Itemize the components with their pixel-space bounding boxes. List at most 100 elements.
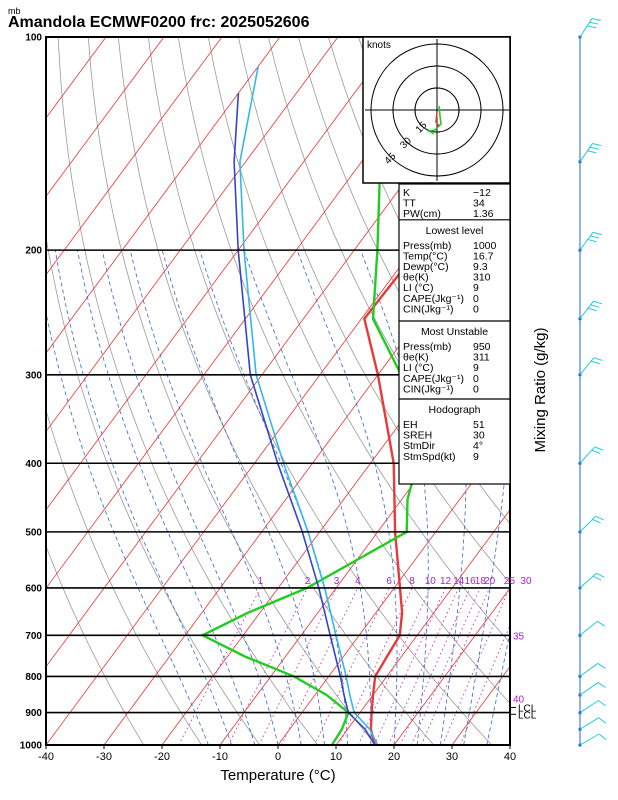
index-value: 1000 <box>473 240 497 252</box>
index-value: 0 <box>473 303 479 315</box>
mixing-ratio-line <box>374 587 446 745</box>
index-value: 34 <box>473 198 485 210</box>
index-label: CAPE(Jkg⁻¹) <box>403 293 464 305</box>
mixing-ratio-label: 6 <box>386 576 392 587</box>
pressure-tick-label: 600 <box>25 583 42 594</box>
y-axis-label: Mixing Ratio (g/kg) <box>532 327 549 452</box>
pressure-tick-label: 500 <box>25 527 42 538</box>
hodograph-unit: knots <box>367 40 391 51</box>
dry-adiabat <box>268 37 510 525</box>
wind-barb-flag <box>597 682 606 689</box>
temperature-tick-label: -20 <box>154 751 170 763</box>
index-table: K −12 TT 34 PW(cm) 1.36 Lowest level Press(mb) 1… <box>398 183 511 485</box>
wind-barb-shaft <box>579 143 593 162</box>
wind-barb-flag <box>591 18 601 21</box>
wind-barb <box>579 733 607 746</box>
index-value: 9 <box>473 362 479 374</box>
isotherm <box>46 37 281 354</box>
index-value: 4° <box>473 440 483 452</box>
chart-title: Amandola ECMWF0200 frc: 2025052606 <box>8 14 310 31</box>
index-label: Dewp(°C) <box>403 261 449 273</box>
dry-adiabat <box>46 234 261 745</box>
wind-barb-flag <box>587 307 597 312</box>
temperature-tick-label: 10 <box>330 751 342 763</box>
index-value: 1.36 <box>473 208 494 220</box>
wind-barb-flag <box>596 621 606 627</box>
mixing-ratio-label: 10 <box>425 576 437 587</box>
pressure-tick-label: 800 <box>25 672 42 683</box>
mixing-ratio-line <box>281 587 359 745</box>
dry-adiabat <box>177 37 510 704</box>
wind-barb-flag <box>598 700 607 707</box>
index-label: CIN(Jkg⁻¹) <box>403 383 453 395</box>
isotherm <box>46 37 223 276</box>
index-label: K <box>403 187 410 199</box>
isotherm <box>46 37 397 511</box>
dry-adiabat <box>207 37 510 644</box>
index-label: θe(K) <box>403 272 429 284</box>
mixing-ratio-line <box>420 587 491 745</box>
temperature-tick-label: 20 <box>388 751 400 763</box>
wind-barb <box>579 515 604 533</box>
isotherm <box>46 37 339 433</box>
wind-barb-flag <box>595 515 604 521</box>
pressure-tick-label: 1000 <box>20 741 43 752</box>
index-section-header: Hodograph <box>429 404 481 416</box>
mixing-ratio-label: 4 <box>355 576 361 587</box>
index-value: 30 <box>473 430 485 442</box>
index-value: 0 <box>473 293 479 305</box>
index-value: 16.7 <box>473 250 494 262</box>
index-value: 0 <box>473 383 479 395</box>
wind-barb <box>579 682 606 696</box>
index-value: 9 <box>473 451 479 463</box>
hodograph-trace <box>426 105 442 135</box>
index-label: SREH <box>403 430 432 442</box>
wind-barb-shaft <box>579 682 599 696</box>
mixing-ratio-line <box>387 587 460 745</box>
wind-barb <box>579 18 601 38</box>
x-axis-label: Temperature (°C) <box>220 767 335 784</box>
index-label: LI (°C) <box>403 362 433 374</box>
index-section-header: Lowest level <box>426 225 484 237</box>
mixing-ratio-line <box>338 587 413 745</box>
moist-adiabat <box>46 310 209 745</box>
wind-barb-shaft <box>579 621 598 636</box>
wind-barb-shaft <box>579 300 594 320</box>
isotherm <box>393 587 510 745</box>
index-label: Temp(°C) <box>403 250 447 262</box>
wind-barb-flag <box>592 143 602 147</box>
mixing-ratio-line <box>314 587 390 745</box>
pressure-tick-label: 700 <box>25 631 42 642</box>
pressure-tick-label: 300 <box>25 370 42 381</box>
index-label: TT <box>403 198 416 210</box>
wind-barb-shaft <box>579 733 600 746</box>
wind-barb-shaft <box>579 446 596 464</box>
index-label: EH <box>403 419 418 431</box>
index-value: 310 <box>473 272 491 284</box>
dry-adiabat <box>46 408 203 745</box>
pressure-tick-label: 900 <box>25 708 42 719</box>
wind-barb-shaft <box>579 572 597 589</box>
wind-barb-shaft <box>579 700 599 714</box>
wind-barb-flag <box>592 518 601 524</box>
index-label: PW(cm) <box>403 208 441 220</box>
index-value: 0 <box>473 373 479 385</box>
wind-barb <box>579 621 606 636</box>
index-value: 950 <box>473 341 491 353</box>
wind-barb-shaft <box>579 515 596 533</box>
mixing-ratio-label: 2 <box>305 576 311 587</box>
temperature-tick-label: -10 <box>212 751 228 763</box>
mixing-ratio-label: 20 <box>484 576 496 587</box>
index-label: StmSpd(kt) <box>403 451 456 463</box>
wind-barb-flag <box>589 146 599 150</box>
dry-adiabat <box>57 37 319 745</box>
dry-adiabat <box>238 37 510 584</box>
lcl-label: LCL <box>518 710 537 721</box>
wind-barb <box>579 572 605 589</box>
isotherm <box>335 509 510 745</box>
index-value: 9.3 <box>473 261 488 273</box>
wind-barb-shaft <box>579 663 599 677</box>
hodograph-trace-low <box>435 111 440 127</box>
